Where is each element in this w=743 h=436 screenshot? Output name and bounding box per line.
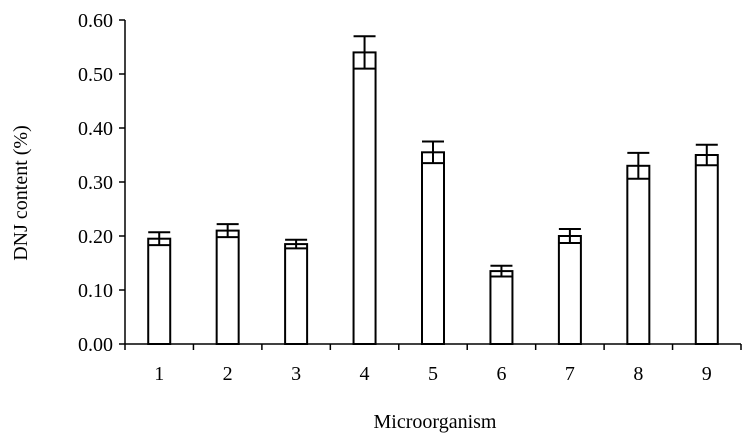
bar [147,237,172,345]
x-axis-ticks: 1 2 3 4 5 6 7 8 9 [124,344,742,385]
x-tick-label: 4 [360,363,370,385]
bar [284,243,309,346]
bar [215,229,240,346]
bar [557,235,582,345]
y-tick-label: 0.20 [78,226,113,248]
bars [147,35,719,346]
y-axis-ticks: 0.00 0.10 0.20 0.30 0.40 0.50 0.60 [78,10,125,356]
y-tick-label: 0.10 [78,280,113,302]
x-tick-label: 3 [291,363,301,385]
bar [352,51,377,346]
y-tick-label: 0.50 [78,64,113,86]
bar [694,154,719,345]
x-tick-label: 2 [223,363,233,385]
x-tick-label: 7 [565,363,575,385]
x-tick-label: 6 [496,363,506,385]
y-tick-label: 0.30 [78,172,113,194]
y-tick-label: 0.60 [78,10,113,32]
y-tick-label: 0.00 [78,334,113,356]
x-tick-label: 8 [633,363,643,385]
x-axis-title: Microorganism [374,411,497,433]
y-axis-title: DNJ content (%) [10,125,32,261]
y-tick-label: 0.40 [78,118,113,140]
bar [421,151,445,345]
x-tick-label: 1 [154,363,164,385]
x-tick-label: 9 [702,363,712,385]
bar [489,270,514,346]
bar [626,164,651,345]
x-tick-label: 5 [428,363,438,385]
